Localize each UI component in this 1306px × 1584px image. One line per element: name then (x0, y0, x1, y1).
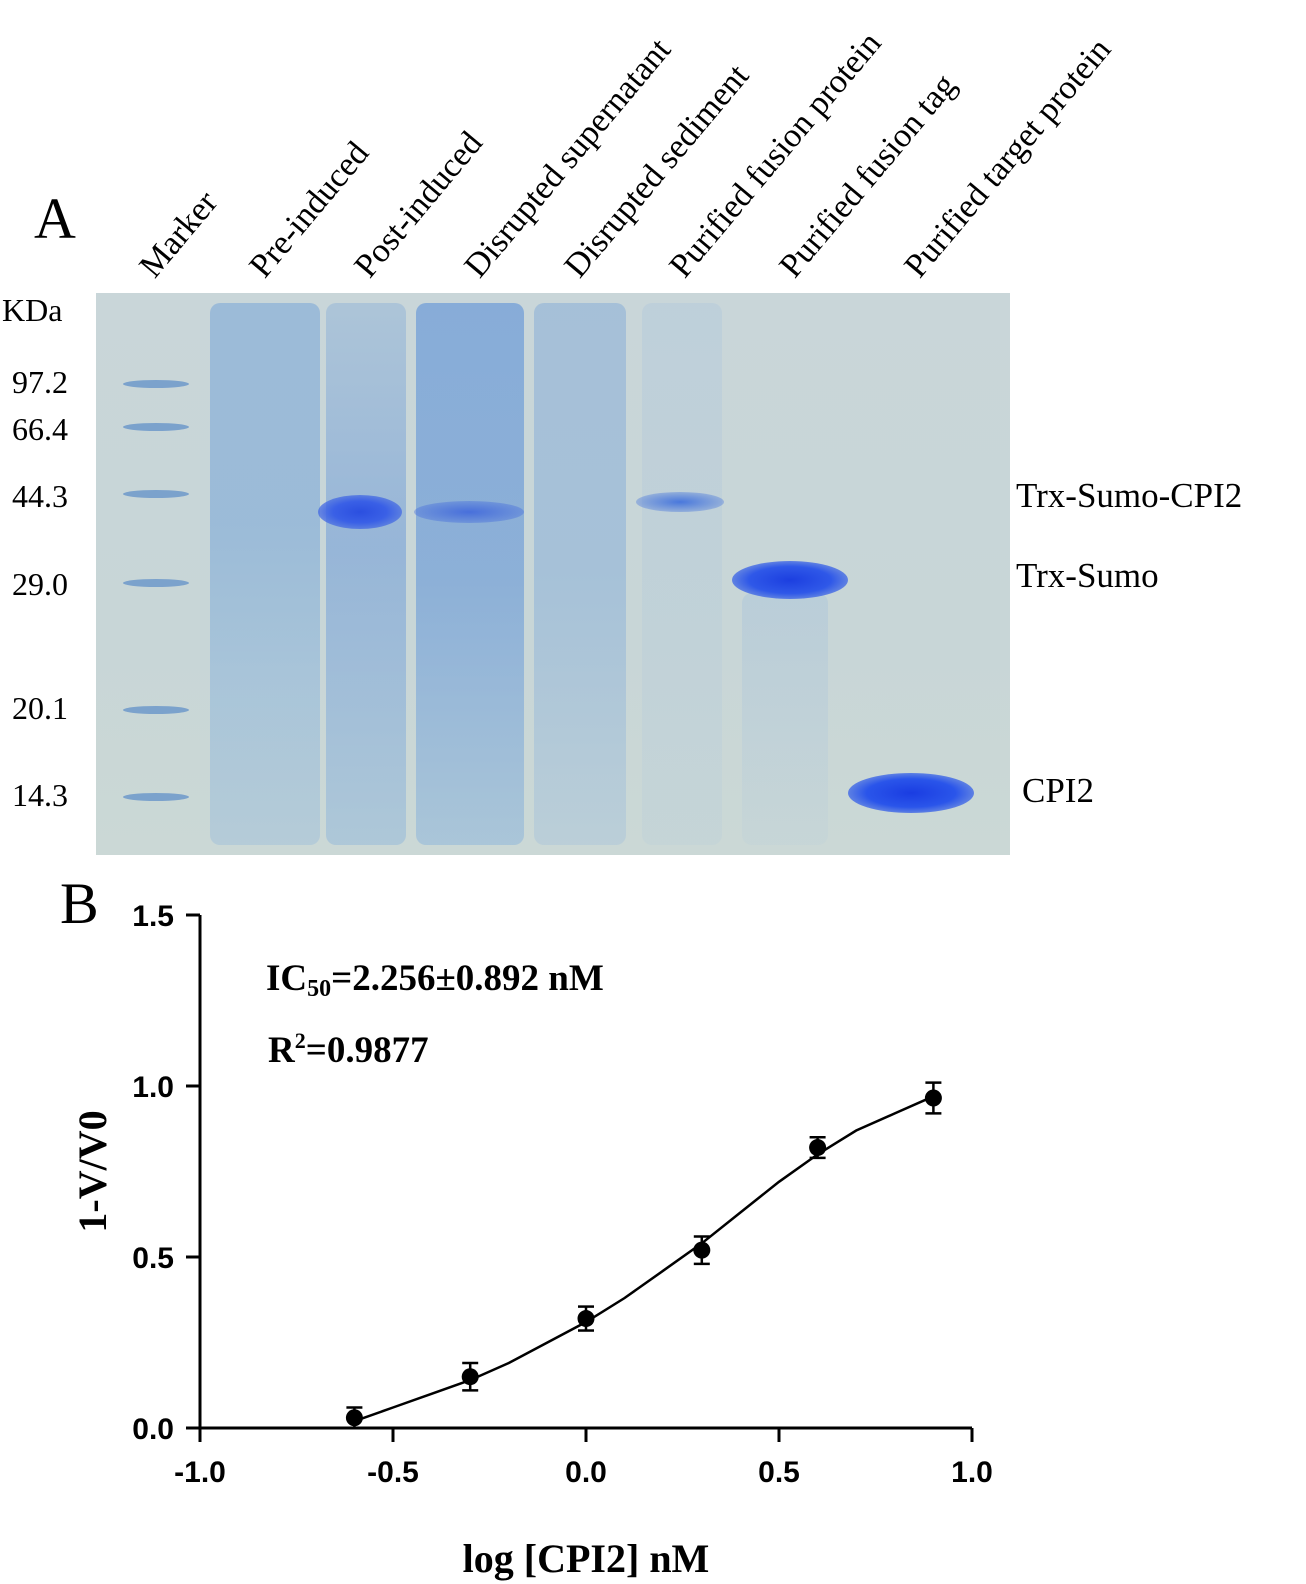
marker-weight-3: 29.0 (12, 566, 68, 602)
band-supernatant-fusion (414, 501, 524, 523)
r2-superscript: 2 (294, 1028, 306, 1053)
r2-annotation: R2=0.9877 (268, 1028, 429, 1071)
y-tick-label: 0.0 (132, 1413, 174, 1446)
panel-a-letter: A (34, 186, 76, 251)
x-tick-label: 0.5 (758, 1456, 800, 1489)
band-trx-sumo-cpi2 (636, 492, 724, 512)
marker-weight-4: 20.1 (12, 690, 68, 726)
ic50-value: =2.256±0.892 nM (331, 958, 604, 999)
data-point (924, 1089, 942, 1107)
fit-curve (353, 1095, 934, 1423)
y-tick-label: 1.0 (132, 1071, 174, 1104)
marker-weight-2: 44.3 (12, 478, 68, 514)
y-axis-title: 1-V/V0 (70, 1110, 115, 1232)
data-point (461, 1368, 479, 1386)
x-tick-label: -0.5 (367, 1456, 419, 1489)
marker-band-66 (123, 423, 189, 431)
x-axis-title: log [CPI2] nM (463, 1536, 710, 1581)
unit-label: KDa (2, 292, 63, 328)
r2-prefix: R (268, 1030, 295, 1071)
ic50-subscript: 50 (307, 976, 332, 1002)
marker-weight-5: 14.3 (12, 777, 68, 813)
sds-page-gel (96, 293, 1010, 855)
marker-band-44 (123, 490, 189, 498)
x-tick-label: 0.0 (565, 1456, 607, 1489)
r2-value: =0.9877 (305, 1030, 429, 1071)
lane-disrupted-supernatant (416, 303, 524, 845)
y-tick-label: 1.5 (132, 900, 174, 933)
marker-weight-0: 97.2 (12, 364, 68, 400)
x-tick-label: 1.0 (951, 1456, 993, 1489)
lane-label-0: Marker (132, 184, 226, 285)
lane-pre-induced (210, 303, 320, 845)
data-point (809, 1139, 827, 1157)
band-label-cpi2: CPI2 (1022, 771, 1094, 810)
band-cpi2 (848, 773, 974, 813)
marker-band-97 (123, 380, 189, 388)
band-post-induced-fusion (318, 495, 402, 529)
data-point (345, 1409, 363, 1427)
band-trx-sumo (732, 561, 848, 599)
data-point (577, 1310, 595, 1328)
dose-response-chart: -1.0 -0.5 0.0 0.5 1.0 0.0 0.5 1.0 1.5 log [CPI2] … (70, 900, 993, 1581)
lane-disrupted-sediment (534, 303, 626, 845)
lane-label-5: Purified fusion protein (662, 25, 889, 285)
y-tick-label: 0.5 (132, 1242, 174, 1275)
band-label-trx-sumo-cpi2: Trx-Sumo-CPI2 (1016, 476, 1243, 515)
marker-band-29 (123, 579, 189, 587)
marker-weight-1: 66.4 (12, 411, 68, 447)
ic50-prefix: IC (266, 958, 308, 999)
ic50-annotation: IC50=2.256±0.892 nM (266, 960, 604, 1001)
data-point (693, 1241, 711, 1259)
panel-b-letter: B (60, 871, 99, 936)
x-tick-label: -1.0 (174, 1456, 226, 1489)
lane-post-induced (326, 303, 406, 845)
band-label-trx-sumo: Trx-Sumo (1016, 556, 1159, 595)
lane-purified-fusion-protein (642, 303, 722, 845)
lane-label-4: Disrupted sediment (557, 57, 757, 285)
lane-purified-fusion-tag (742, 593, 828, 845)
marker-band-20 (123, 706, 189, 714)
marker-band-14 (123, 793, 189, 801)
